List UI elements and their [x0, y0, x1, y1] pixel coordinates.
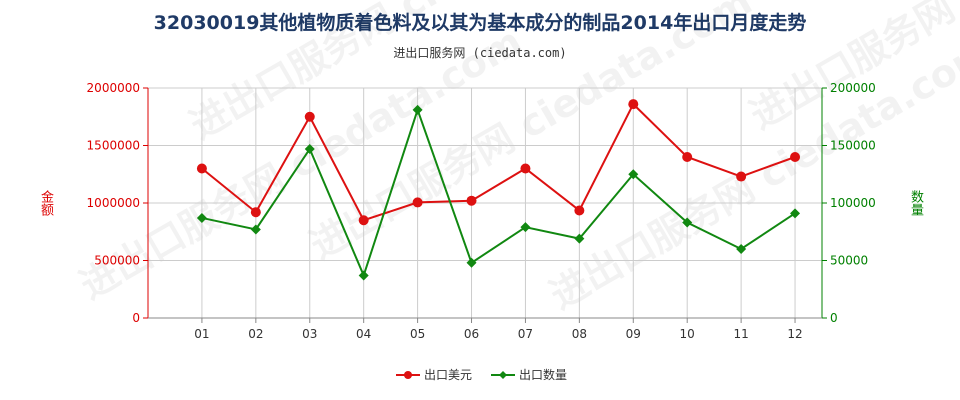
quantity-point [574, 233, 585, 244]
left-tick-label: 1000000 [87, 196, 140, 210]
x-tick-label: 10 [680, 327, 695, 341]
left-tick-label: 500000 [94, 254, 140, 268]
right-tick-label: 200000 [830, 81, 876, 95]
right-axis-title: 数量 [908, 190, 923, 216]
quantity-point [250, 224, 261, 235]
x-tick-label: 02 [248, 327, 263, 341]
x-tick-label: 01 [194, 327, 209, 341]
right-tick-label: 150000 [830, 139, 876, 153]
amount-point [682, 152, 693, 162]
quantity-point [358, 270, 369, 281]
left-tick-label: 2000000 [87, 81, 140, 95]
chart-title: 32030019其他植物质着色料及以其为基本成分的制品2014年出口月度走势 [153, 12, 807, 34]
amount-point [736, 171, 747, 182]
quantity-point [790, 208, 801, 219]
amount-point [196, 163, 207, 174]
x-tick-label: 11 [733, 327, 748, 341]
x-tick-label: 12 [787, 327, 802, 341]
legend-label: 出口美元 [424, 368, 472, 382]
right-tick-label: 50000 [830, 254, 868, 268]
series-line-quantity [201, 106, 796, 279]
amount-point [628, 99, 639, 110]
quantity-point [304, 143, 315, 154]
x-tick-label: 05 [410, 327, 425, 341]
left-axis-title: 金额 [38, 190, 53, 216]
x-tick-label: 04 [356, 327, 371, 341]
x-tick-label: 07 [518, 327, 533, 341]
amount-point [412, 197, 423, 208]
amount-point [250, 207, 261, 218]
right-tick-label: 0 [830, 311, 838, 325]
amount-point [304, 111, 315, 122]
x-tick-label: 03 [302, 327, 317, 341]
left-tick-label: 0 [132, 311, 140, 325]
amount-point [358, 215, 369, 226]
x-tick-label: 08 [572, 327, 587, 341]
amount-point [466, 195, 477, 206]
quantity-point [412, 104, 423, 115]
legend-circle-marker [404, 371, 412, 379]
legend-label: 出口数量 [519, 367, 567, 382]
amount-point [790, 152, 801, 162]
legend-diamond-marker [499, 371, 507, 379]
quantity-point [520, 222, 531, 233]
quantity-point [196, 212, 207, 223]
amount-point [520, 163, 531, 174]
x-tick-label: 09 [626, 327, 641, 341]
quantity-point [736, 244, 747, 254]
left-tick-label: 1500000 [87, 139, 140, 153]
series-line-amount [201, 102, 796, 222]
quantity-point [466, 257, 477, 268]
quantity-point [628, 169, 639, 180]
quantity-point [682, 217, 693, 228]
right-tick-label: 100000 [830, 196, 876, 210]
chart-subtitle: 进出口服务网 (ciedata.com) [393, 46, 567, 60]
x-tick-label: 06 [464, 327, 479, 341]
amount-point [574, 205, 585, 216]
